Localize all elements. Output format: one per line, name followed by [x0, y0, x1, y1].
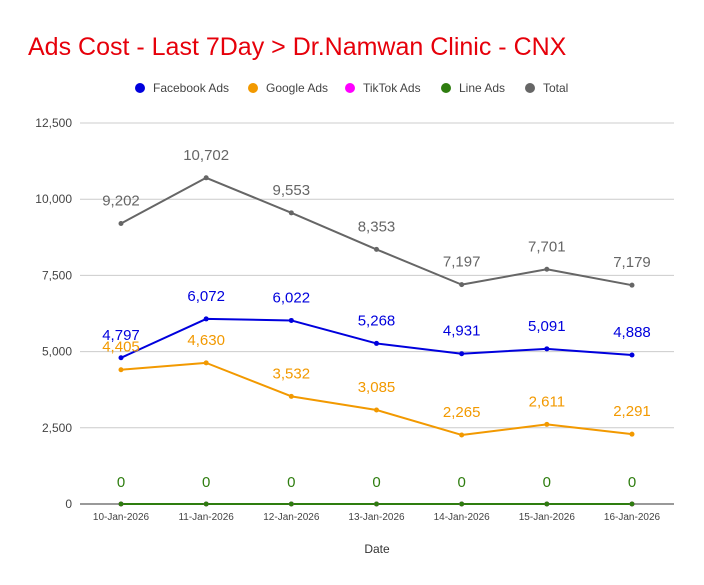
legend-item[interactable]: TikTok Ads: [345, 81, 421, 95]
x-axis-title: Date: [364, 542, 390, 556]
legend-label: Facebook Ads: [153, 81, 229, 95]
data-point: [374, 246, 379, 252]
data-label: 4,888: [613, 324, 651, 341]
data-label: 10,702: [183, 147, 229, 164]
data-label: 7,197: [443, 254, 481, 271]
data-point: [629, 352, 635, 358]
y-tick-label: 5,000: [42, 345, 72, 359]
data-label: 3,085: [358, 379, 396, 396]
data-label: 5,091: [528, 318, 566, 335]
y-tick-label: 10,000: [35, 192, 72, 206]
y-tick-label: 0: [65, 497, 72, 511]
data-label: 3,532: [273, 365, 311, 382]
data-label: 0: [628, 474, 636, 491]
legend-label: Line Ads: [459, 81, 505, 95]
data-label: 2,611: [529, 393, 565, 410]
data-label: 4,405: [102, 339, 140, 356]
data-label: 0: [117, 474, 125, 491]
legend-marker: [441, 83, 451, 93]
data-point: [203, 360, 209, 366]
data-point: [629, 501, 635, 507]
series-points: [118, 175, 635, 507]
legend-item[interactable]: Google Ads: [248, 81, 328, 95]
y-tick-label: 7,500: [42, 268, 72, 282]
y-axis: 0 2,500 5,000 7,500 10,000 12,500: [35, 116, 72, 511]
legend-label: Total: [543, 81, 568, 95]
chart-title: Ads Cost - Last 7Day > Dr.Namwan Clinic …: [28, 33, 567, 61]
data-point: [459, 501, 465, 507]
data-label: 0: [543, 474, 551, 491]
data-point: [544, 266, 550, 272]
data-label: 4,931: [443, 323, 481, 340]
data-label: 0: [372, 474, 380, 491]
data-point: [629, 431, 635, 437]
data-label: 8,353: [358, 218, 396, 235]
data-point: [203, 316, 209, 322]
legend-marker: [345, 83, 355, 93]
data-label: 7,179: [613, 254, 651, 271]
legend-marker: [525, 83, 535, 93]
data-label: 5,268: [358, 312, 396, 329]
data-point: [118, 367, 124, 373]
data-label: 9,553: [273, 182, 311, 199]
data-point: [629, 282, 635, 288]
data-point: [459, 351, 465, 357]
data-point: [374, 407, 379, 413]
data-point: [203, 501, 209, 507]
x-axis: 10-Jan-2026 11-Jan-2026 12-Jan-2026 13-Jan-…: [93, 512, 661, 523]
data-point: [203, 175, 209, 181]
data-point: [544, 501, 550, 507]
x-tick-label: 16-Jan-2026: [604, 512, 661, 523]
x-tick-label: 12-Jan-2026: [263, 512, 320, 523]
data-point: [544, 346, 550, 352]
y-tick-label: 12,500: [35, 116, 72, 130]
x-tick-label: 11-Jan-2026: [178, 512, 234, 523]
data-point: [118, 355, 124, 361]
data-label: 7,701: [528, 238, 566, 255]
data-point: [459, 282, 465, 288]
data-label: 4,630: [187, 332, 225, 349]
data-point: [544, 421, 550, 427]
legend-marker: [135, 83, 145, 93]
data-point: [288, 317, 294, 323]
data-point: [288, 393, 294, 399]
legend-marker: [248, 83, 258, 93]
x-tick-label: 14-Jan-2026: [434, 512, 491, 523]
data-label: 0: [287, 474, 295, 491]
legend-item[interactable]: Facebook Ads: [135, 81, 229, 95]
legend-label: Google Ads: [266, 81, 328, 95]
data-point: [374, 340, 379, 346]
data-point: [459, 432, 465, 438]
data-label: 2,291: [613, 403, 651, 420]
data-label: 9,202: [102, 193, 140, 210]
legend-item[interactable]: Total: [525, 81, 568, 95]
data-point: [118, 221, 124, 227]
x-tick-label: 10-Jan-2026: [93, 512, 150, 523]
x-tick-label: 13-Jan-2026: [348, 512, 405, 523]
data-label: 0: [457, 474, 465, 491]
data-label: 6,072: [187, 288, 225, 305]
data-label: 6,022: [273, 289, 311, 306]
legend-label: TikTok Ads: [363, 81, 421, 95]
data-point: [118, 501, 124, 507]
data-labels: 4,797 6,072 6,022 5,268 4,931 5,091 4,888 4,405…: [102, 147, 651, 491]
legend-item[interactable]: Line Ads: [441, 81, 505, 95]
data-point: [374, 501, 379, 507]
data-label: 2,265: [443, 404, 481, 421]
legend: Facebook Ads Google Ads TikTok Ads Line Ads…: [135, 81, 568, 95]
y-tick-label: 2,500: [42, 421, 72, 435]
data-point: [288, 210, 294, 216]
data-point: [288, 501, 294, 507]
x-tick-label: 15-Jan-2026: [519, 512, 576, 523]
data-label: 0: [202, 474, 210, 491]
data-label: 4,797: [102, 327, 140, 344]
